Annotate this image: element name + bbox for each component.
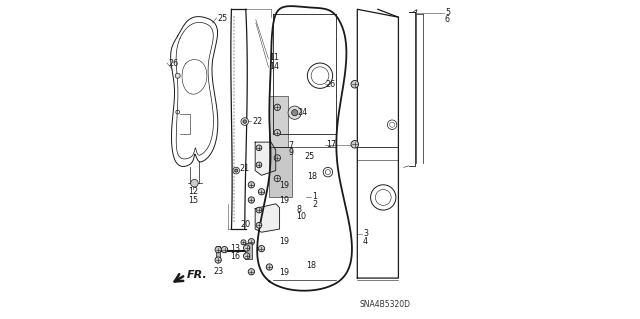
Circle shape — [259, 246, 265, 252]
Text: 7: 7 — [289, 141, 294, 150]
Text: 22: 22 — [252, 117, 262, 126]
Circle shape — [256, 162, 262, 168]
Text: 15: 15 — [188, 196, 198, 205]
Circle shape — [215, 247, 221, 253]
Circle shape — [292, 110, 298, 116]
Circle shape — [215, 257, 221, 263]
Circle shape — [241, 118, 248, 125]
Text: 21: 21 — [239, 165, 250, 174]
Bar — [244, 243, 252, 259]
Circle shape — [274, 130, 280, 136]
Circle shape — [248, 182, 255, 188]
Circle shape — [266, 264, 273, 270]
Text: 2: 2 — [312, 200, 317, 209]
Text: 11: 11 — [269, 53, 279, 62]
Bar — [216, 246, 220, 257]
Text: 19: 19 — [279, 196, 289, 205]
Circle shape — [248, 197, 255, 203]
Polygon shape — [255, 204, 280, 232]
Circle shape — [274, 104, 280, 110]
Text: 5: 5 — [445, 8, 450, 17]
Circle shape — [274, 155, 280, 161]
Text: SNA4B5320D: SNA4B5320D — [360, 300, 410, 309]
Text: 18: 18 — [307, 172, 317, 181]
Text: 1: 1 — [312, 192, 317, 201]
Circle shape — [243, 245, 250, 251]
Text: 4: 4 — [363, 237, 368, 246]
Text: 23: 23 — [213, 267, 223, 276]
Text: 19: 19 — [279, 268, 289, 277]
Bar — [269, 147, 292, 197]
Text: 24: 24 — [298, 108, 308, 116]
Circle shape — [288, 106, 301, 119]
Text: 10: 10 — [296, 212, 307, 221]
Text: 3: 3 — [363, 229, 368, 238]
Circle shape — [351, 141, 358, 148]
Text: 25: 25 — [217, 14, 227, 23]
Text: 26: 26 — [168, 59, 179, 68]
Circle shape — [256, 207, 262, 213]
Circle shape — [259, 189, 265, 195]
Text: 12: 12 — [188, 187, 198, 196]
Circle shape — [191, 179, 198, 187]
Text: 19: 19 — [279, 237, 289, 246]
Text: 9: 9 — [289, 148, 294, 157]
Circle shape — [241, 240, 246, 245]
Circle shape — [256, 222, 262, 228]
Text: 18: 18 — [306, 261, 316, 270]
Text: 8: 8 — [296, 205, 301, 214]
Circle shape — [243, 253, 250, 259]
Circle shape — [248, 269, 255, 275]
Text: 14: 14 — [269, 62, 279, 71]
Circle shape — [175, 73, 180, 78]
Circle shape — [351, 80, 358, 88]
Text: 25: 25 — [304, 152, 314, 161]
Text: 20: 20 — [240, 220, 250, 229]
Circle shape — [235, 169, 237, 172]
Text: 17: 17 — [326, 140, 336, 149]
Circle shape — [221, 247, 228, 253]
Circle shape — [243, 120, 246, 123]
Text: 13: 13 — [230, 244, 240, 253]
Circle shape — [256, 145, 262, 151]
Text: 6: 6 — [445, 15, 450, 24]
Polygon shape — [255, 142, 276, 175]
Bar — [269, 96, 289, 147]
Text: 26: 26 — [326, 80, 336, 89]
Circle shape — [233, 167, 239, 174]
Text: FR.: FR. — [187, 270, 208, 280]
Circle shape — [248, 239, 255, 245]
Text: 16: 16 — [230, 252, 240, 261]
Circle shape — [274, 175, 280, 182]
Text: 19: 19 — [279, 181, 289, 190]
